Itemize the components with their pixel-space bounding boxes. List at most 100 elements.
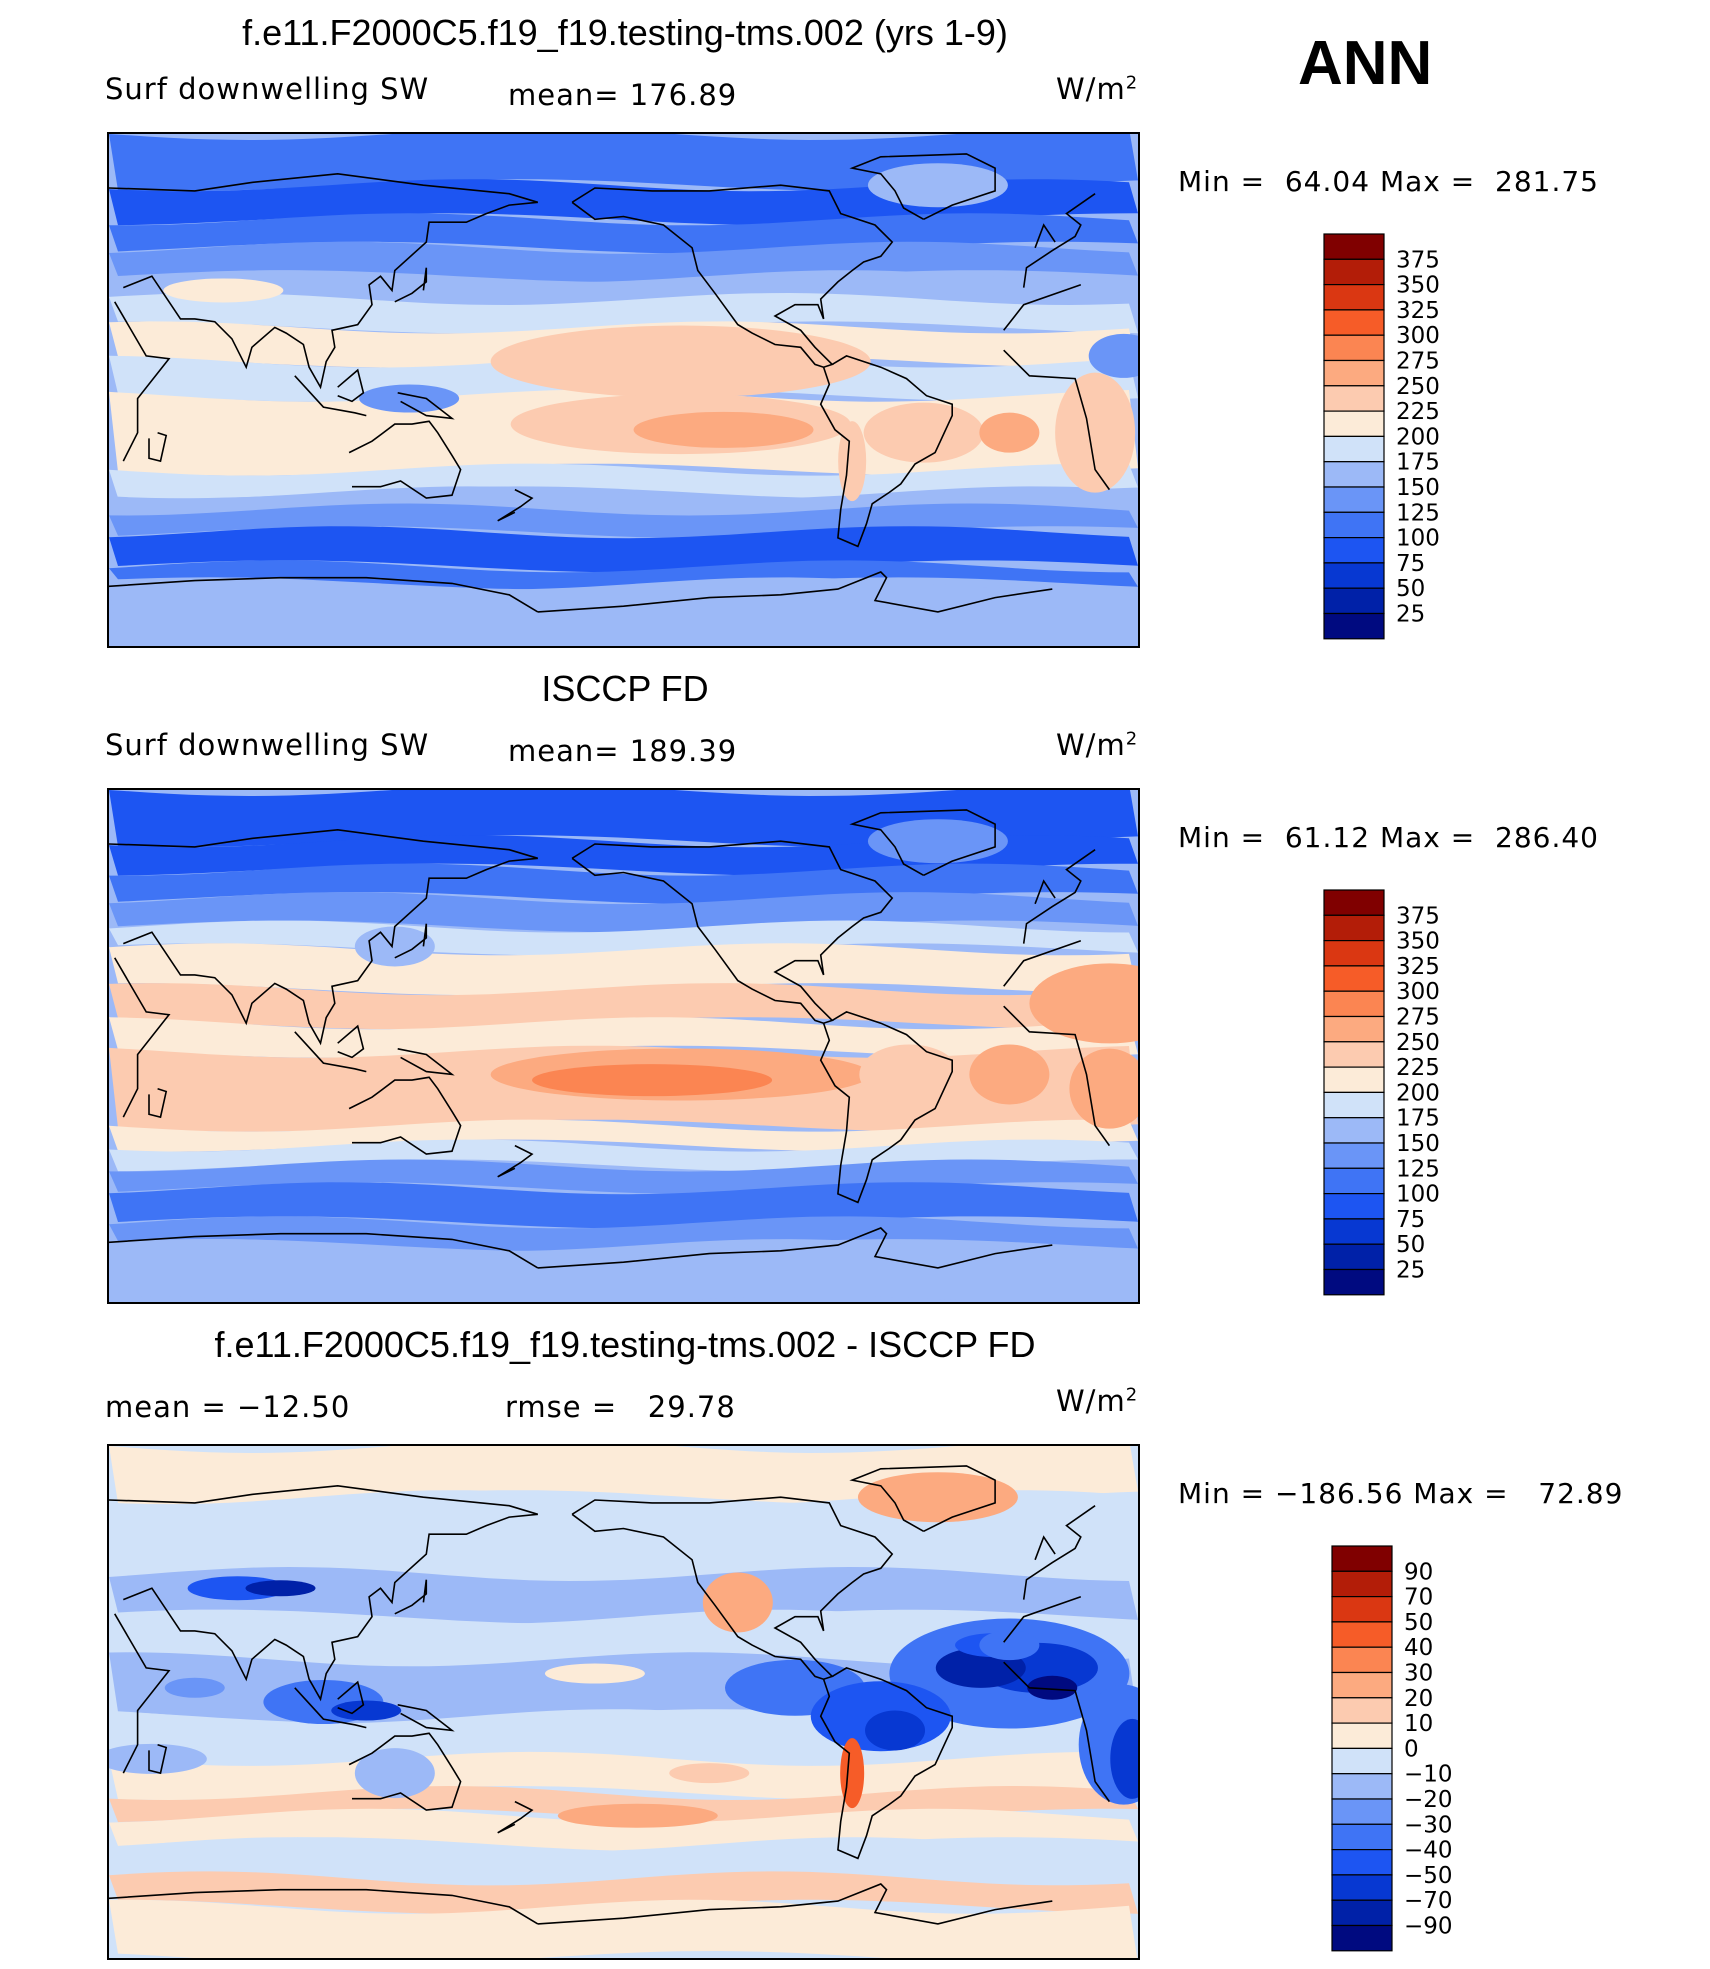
panel1-mean: mean= 176.89 xyxy=(508,78,737,112)
panel2-colorbar-label: 275 xyxy=(1396,1005,1440,1031)
panel2-map-svg xyxy=(109,790,1138,1302)
panel2-colorbar-box xyxy=(1323,1167,1385,1195)
panel1-colorbar-box xyxy=(1323,562,1385,589)
panel3-colorbar-label: −70 xyxy=(1404,1888,1453,1914)
panel2-contour-blob xyxy=(859,1044,960,1105)
coastline xyxy=(337,368,365,403)
panel1-variable-label: Surf downwelling SW xyxy=(105,72,430,106)
panel3-colorbar-box xyxy=(1331,1874,1393,1901)
panel3-max-value: 72.89 xyxy=(1538,1477,1624,1510)
panel3-contour-band xyxy=(109,1871,1138,1914)
panel1-colorbar-label: 150 xyxy=(1396,475,1440,501)
panel2-colorbar-box xyxy=(1323,1142,1385,1169)
panel2-units-base: W/m xyxy=(1056,728,1126,762)
panel3-colorbar-label: 50 xyxy=(1404,1610,1433,1636)
coastline xyxy=(497,488,534,522)
coastline xyxy=(109,1227,1053,1269)
panel3-colorbar-label: −30 xyxy=(1404,1812,1453,1838)
panel3-units: W/m2 xyxy=(1056,1384,1138,1418)
panel3-contour-blob xyxy=(331,1700,402,1721)
coastline xyxy=(114,940,1111,1147)
coastline xyxy=(294,375,367,417)
panel2-contour-band xyxy=(109,1216,1138,1252)
panel2-mean-label: mean= xyxy=(508,734,620,768)
panel1-contour-blob xyxy=(867,163,1008,208)
panel1-colorbar-box xyxy=(1323,511,1385,539)
panel1-title: f.e11.F2000C5.f19_f19.testing-tms.002 (y… xyxy=(242,12,1008,53)
panel3-rmse: rmse = 29.78 xyxy=(505,1390,736,1424)
panel3-map xyxy=(107,1444,1140,1960)
panel2-colorbar: 375 350 325 300 275 250 225 200 175 150 125 100 75 50… xyxy=(1322,888,1462,1296)
coastline xyxy=(819,1667,953,1860)
panel2-contour-band xyxy=(109,1239,1138,1302)
panel1-colorbar-label: 50 xyxy=(1396,576,1425,602)
panel1-units-base: W/m xyxy=(1056,72,1126,106)
panel1-colorbar-box xyxy=(1323,258,1385,286)
coastline xyxy=(1034,1535,1056,1561)
panel1-max-label: Max = xyxy=(1379,165,1476,198)
panel1-colorbar-box xyxy=(1323,410,1385,438)
panel1-contour-band xyxy=(109,577,1138,646)
coastline xyxy=(497,1800,534,1834)
coastline xyxy=(337,1024,365,1059)
panel3-units-exp: 2 xyxy=(1125,1384,1139,1406)
panel3-map-svg xyxy=(109,1446,1138,1958)
panel3-title: f.e11.F2000C5.f19_f19.testing-tms.002 - … xyxy=(214,1324,1036,1365)
panel3-colorbar-box xyxy=(1331,1646,1393,1674)
panel2-contour-blob xyxy=(1069,1048,1138,1129)
coastline xyxy=(123,201,538,390)
panel3-colorbar-box xyxy=(1331,1899,1393,1927)
panel1-contour-blob xyxy=(490,325,871,398)
panel2-mean: mean= 189.39 xyxy=(508,734,737,768)
panel2-colorbar-label: 100 xyxy=(1396,1182,1440,1208)
panel3-colorbar-label: 30 xyxy=(1404,1661,1433,1687)
panel3-colorbar-box xyxy=(1331,1545,1393,1572)
panel2-colorbar-label: 225 xyxy=(1396,1055,1440,1081)
coastline xyxy=(114,284,1111,491)
panel3-colorbar-label: 10 xyxy=(1404,1711,1433,1737)
panel1-colorbar-label: 300 xyxy=(1396,323,1440,349)
coastline xyxy=(148,431,168,463)
panel3-colorbar-box xyxy=(1331,1798,1393,1825)
panel1-colorbar-label: 375 xyxy=(1396,247,1440,273)
panel1-contour-band xyxy=(109,463,1138,499)
panel3-colorbar-box xyxy=(1331,1697,1393,1724)
panel1-colorbar-box xyxy=(1323,283,1385,311)
panel3-colorbar: 90 70 50 40 30 20 10 0 −10 −20 −30 −40 −50 −70 −90 xyxy=(1330,1544,1470,1952)
panel1-colorbar-box xyxy=(1323,612,1385,640)
panel1-colorbar-label: 350 xyxy=(1396,273,1440,299)
panel2-map xyxy=(107,788,1140,1304)
panel2-colorbar-box xyxy=(1323,1041,1385,1068)
panel3-contour-blob xyxy=(1027,1675,1078,1700)
coastline xyxy=(109,571,1053,613)
panel1-minmax: Min = 64.04 Max = 281.75 xyxy=(1178,165,1599,198)
panel1-min-label: Min = xyxy=(1178,165,1266,198)
panel1-colorbar-label: 275 xyxy=(1396,349,1440,375)
panel1-max-value: 281.75 xyxy=(1495,165,1599,198)
panel2-colorbar-box xyxy=(1323,1268,1385,1296)
panel2-contour-blob xyxy=(532,1064,773,1097)
coastline xyxy=(819,1011,953,1204)
panel2-colorbar-label: 175 xyxy=(1396,1106,1440,1132)
panel1-contour-blob xyxy=(979,412,1040,453)
coastline xyxy=(819,355,953,548)
coastline xyxy=(849,809,996,877)
panel3-mean-label: mean = xyxy=(105,1390,227,1424)
panel2-colorbar-label: 350 xyxy=(1396,929,1440,955)
panel1-contour-blob xyxy=(1055,372,1136,493)
panel2-contour-band xyxy=(109,1017,1138,1058)
panel3-colorbar-box xyxy=(1331,1671,1393,1699)
panel2-contour-blob xyxy=(354,926,435,967)
coastline xyxy=(109,1883,1053,1925)
coastline xyxy=(123,857,538,1046)
panel3-colorbar-box xyxy=(1331,1570,1393,1598)
coastline xyxy=(294,1031,367,1073)
panel2-colorbar-box xyxy=(1323,1091,1385,1119)
panel3-colorbar-label: 40 xyxy=(1404,1635,1433,1661)
coastline xyxy=(148,1087,168,1119)
panel1-colorbar-box xyxy=(1323,435,1385,463)
panel2-colorbar-label: 300 xyxy=(1396,979,1440,1005)
panel2-units-exp: 2 xyxy=(1125,728,1139,750)
coastline xyxy=(348,420,462,499)
